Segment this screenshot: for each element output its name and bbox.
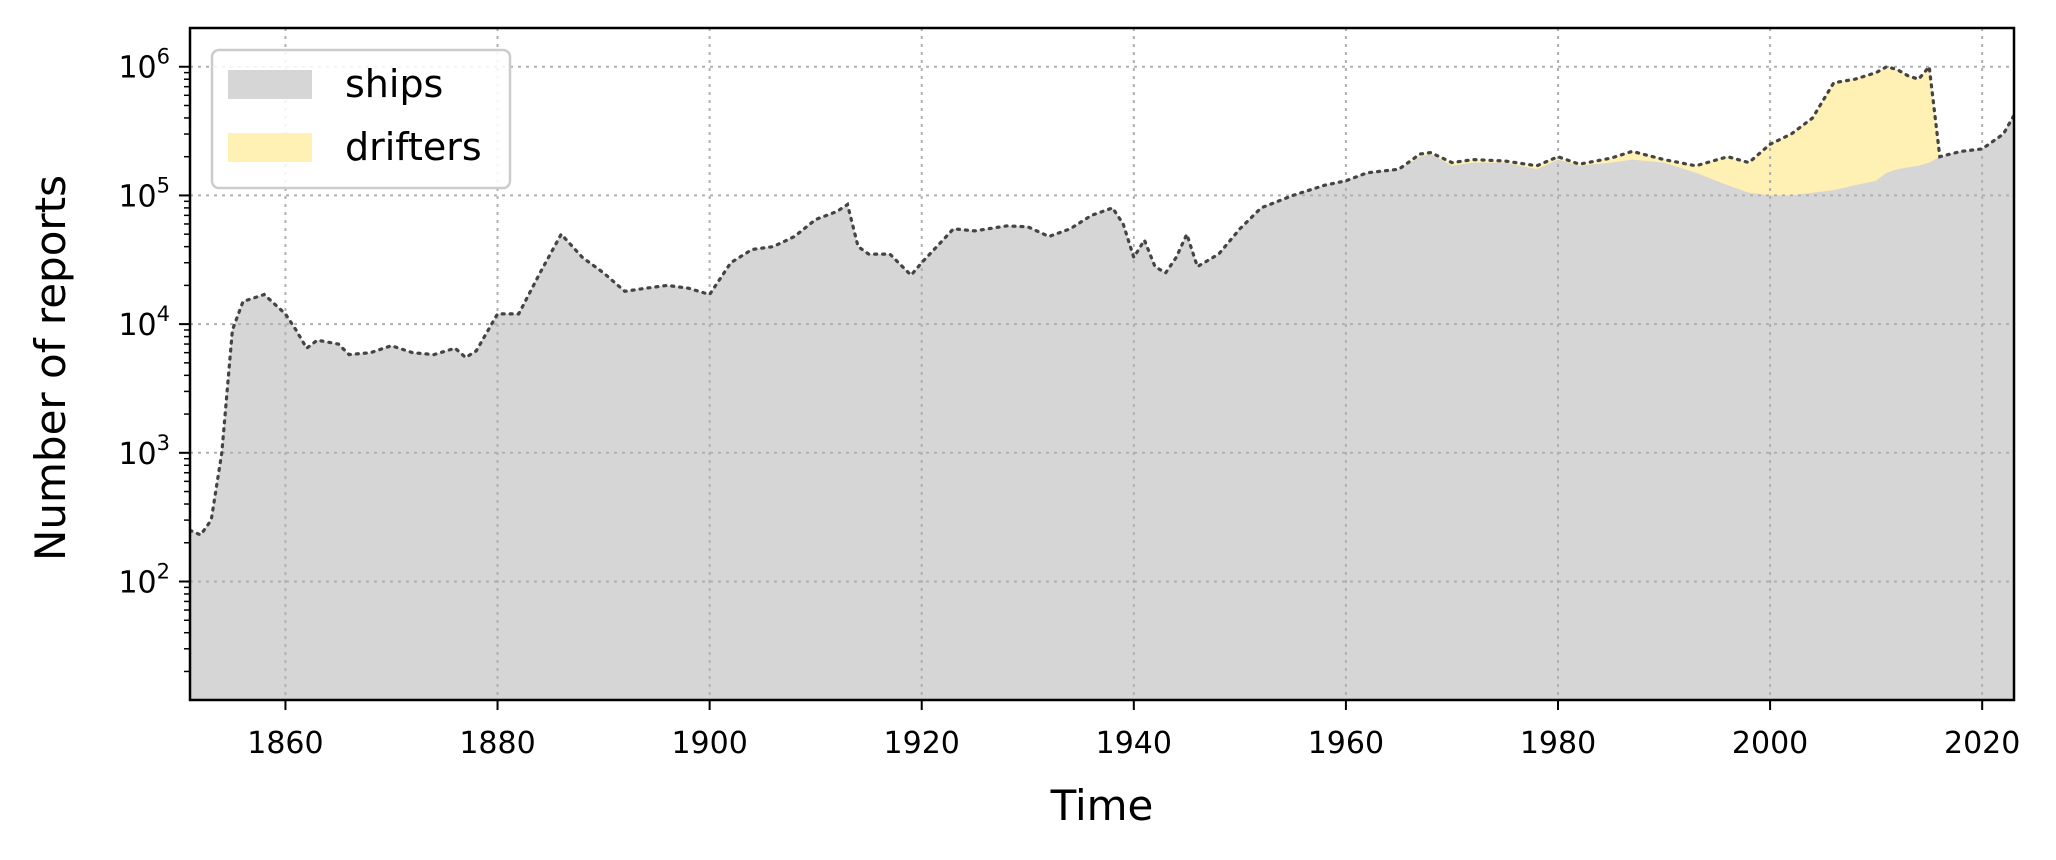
legend-label-ships: ships — [345, 62, 443, 106]
legend-swatch-drifters — [228, 133, 312, 162]
total-line — [190, 62, 2014, 537]
x-tick-label: 1960 — [1308, 726, 1384, 761]
y-tick-label: 106 — [118, 45, 170, 86]
x-tick-label: 1900 — [671, 726, 747, 761]
legend: ships drifters — [210, 48, 512, 190]
y-tick-label: 104 — [118, 302, 170, 343]
axes-frame — [188, 26, 2016, 702]
x-axis-ticks: 1860 1880 1900 1920 1940 1960 1980 2000 2020 — [247, 700, 2020, 761]
gridlines — [190, 28, 2014, 700]
y-axis-ticks: 102 103 104 105 106 — [118, 45, 190, 673]
y-tick-label: 102 — [118, 559, 170, 600]
x-tick-label: 1860 — [247, 726, 323, 761]
legend-label-drifters: drifters — [345, 125, 482, 169]
plot-area — [188, 26, 2016, 702]
x-axis-label: Time — [1050, 781, 1154, 830]
x-tick-label: 1980 — [1520, 726, 1596, 761]
x-tick-label: 1940 — [1096, 726, 1172, 761]
x-tick-label: 2000 — [1732, 726, 1808, 761]
y-tick-label: 105 — [118, 173, 170, 214]
x-tick-label: 1920 — [884, 726, 960, 761]
x-tick-label: 1880 — [459, 726, 535, 761]
legend-swatch-ships — [228, 70, 312, 99]
y-axis-label: Number of reports — [26, 175, 75, 561]
x-tick-label: 2020 — [1944, 726, 2020, 761]
y-tick-label: 103 — [118, 431, 170, 472]
